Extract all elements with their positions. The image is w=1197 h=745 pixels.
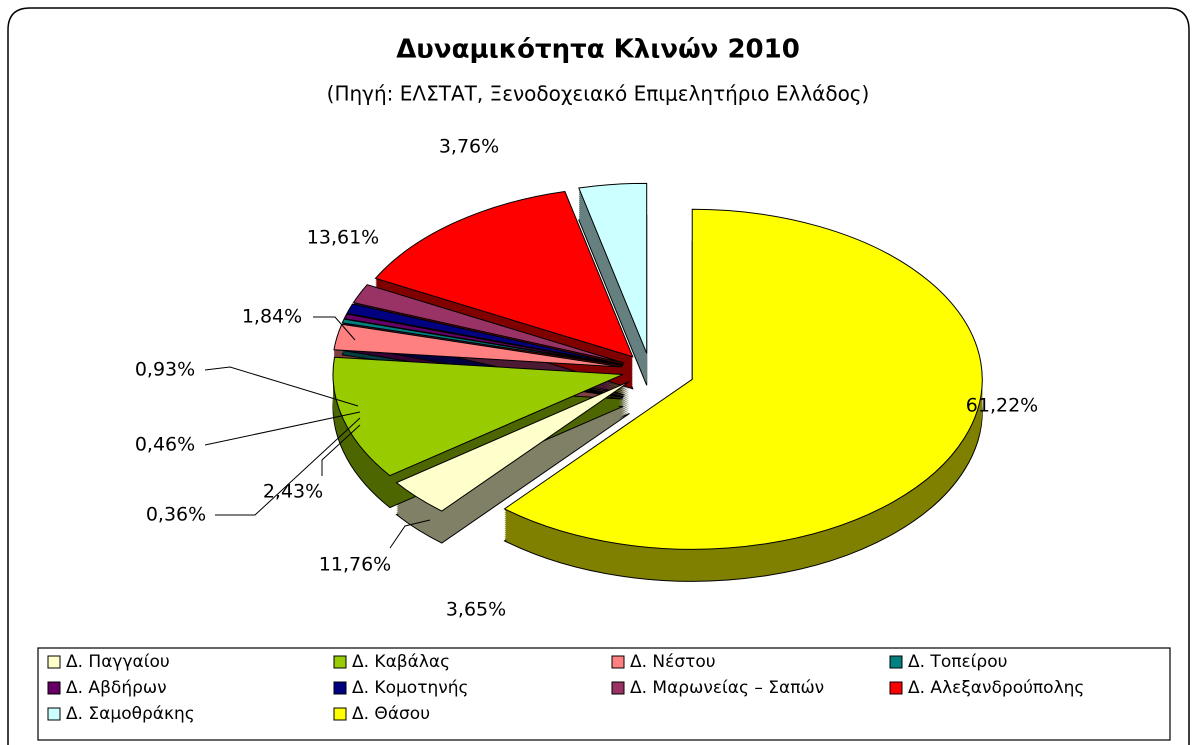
slice bbox=[343, 313, 624, 366]
legend-swatch bbox=[611, 655, 625, 669]
slice bbox=[332, 356, 624, 477]
legend-label: Δ. Αλεξανδρούπολης bbox=[908, 678, 1084, 698]
legend-swatch bbox=[889, 681, 903, 695]
slice bbox=[374, 190, 634, 358]
data-label: 13,61% bbox=[307, 227, 379, 249]
legend-label: Δ. Κομοτηνής bbox=[352, 678, 468, 698]
legend-box bbox=[37, 647, 1171, 741]
legend-label: Δ. Θάσου bbox=[352, 704, 430, 724]
leader-line bbox=[321, 424, 361, 476]
legend-swatch bbox=[333, 655, 347, 669]
chart-frame bbox=[7, 7, 1190, 745]
legend-label: Δ. Αβδήρων bbox=[66, 678, 167, 698]
data-label: 2,43% bbox=[263, 481, 323, 503]
slice bbox=[352, 284, 625, 364]
data-label: 61,22% bbox=[966, 395, 1038, 417]
legend-swatch bbox=[889, 655, 903, 669]
legend-swatch bbox=[333, 707, 347, 721]
leader-line bbox=[389, 519, 431, 549]
legend-label: Δ. Μαρωνείας – Σαπών bbox=[630, 678, 824, 698]
slice bbox=[503, 208, 983, 550]
chart-subtitle: (Πηγή: ΕΛΣΤΑΤ, Ξενοδοχειακό Επιμελητήριο… bbox=[327, 82, 870, 106]
leader-line bbox=[215, 417, 361, 516]
legend-swatch bbox=[47, 707, 61, 721]
data-label: 1,84% bbox=[242, 306, 302, 328]
legend-label: Δ. Νέστου bbox=[630, 652, 716, 672]
leader-line bbox=[313, 316, 356, 341]
data-label: 0,93% bbox=[135, 359, 195, 381]
slice bbox=[578, 182, 648, 354]
leader-line bbox=[204, 411, 361, 446]
legend-label: Δ. Σαμοθράκης bbox=[66, 704, 195, 724]
data-label: 3,65% bbox=[446, 599, 506, 621]
slice bbox=[346, 303, 624, 365]
chart-title: Δυναμικότητα Κλινών 2010 bbox=[396, 35, 800, 65]
data-label: 3,76% bbox=[439, 136, 499, 158]
legend-swatch bbox=[611, 681, 625, 695]
data-label: 11,76% bbox=[319, 554, 391, 576]
legend-swatch bbox=[47, 655, 61, 669]
legend-swatch bbox=[47, 681, 61, 695]
legend-label: Δ. Καβάλας bbox=[352, 652, 450, 672]
legend-label: Δ. Τοπείρου bbox=[908, 652, 1007, 672]
legend-label: Δ. Παγγαίου bbox=[66, 652, 170, 672]
legend-swatch bbox=[333, 681, 347, 695]
leader-line bbox=[204, 366, 359, 407]
pie-tops bbox=[332, 182, 983, 550]
slice bbox=[395, 381, 630, 512]
data-label: 0,46% bbox=[135, 434, 195, 456]
data-label: 0,36% bbox=[146, 504, 206, 526]
